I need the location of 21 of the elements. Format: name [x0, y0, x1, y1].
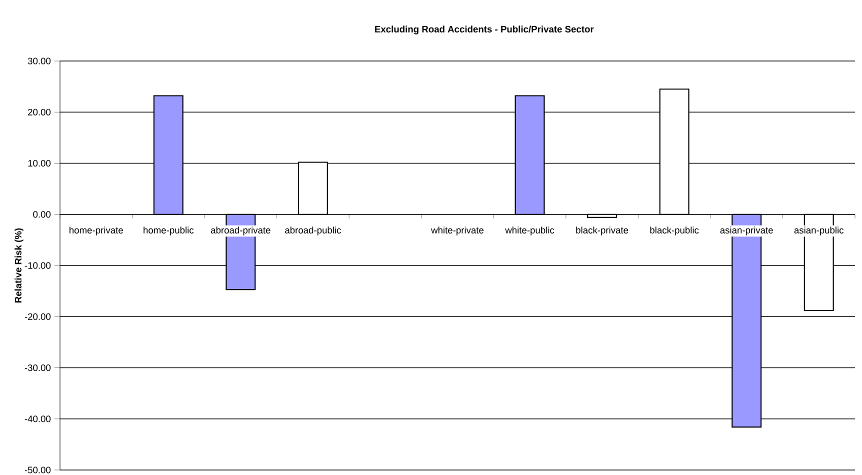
chart-title: Excluding Road Accidents - Public/Private Sector — [375, 26, 594, 34]
x-tick-label: abroad-private — [210, 226, 270, 236]
y-tick-label: 10.00 — [28, 160, 51, 167]
y-tick-label: -30.00 — [24, 364, 51, 372]
x-tick-label: black-public — [650, 226, 699, 236]
x-tick-label: white-private — [431, 226, 484, 236]
y-tick-label: 0.00 — [33, 211, 51, 218]
y-tick-label: -40.00 — [24, 416, 51, 422]
x-tick-label: home-private — [70, 226, 123, 236]
y-tick-label: 30.00 — [28, 58, 51, 64]
x-tick-label: black-private — [576, 226, 628, 236]
y-tick-label: -10.00 — [24, 262, 51, 269]
x-tick-label: asian-public — [794, 226, 844, 236]
x-tick-label: home-public — [144, 226, 194, 236]
x-tick-label: asian-private — [720, 226, 773, 236]
x-tick-label: white-public — [505, 226, 554, 236]
y-tick-label: 20.00 — [28, 108, 51, 116]
y-tick-label: -50.00 — [24, 466, 51, 474]
y-axis-title: Relative Risk (%) — [14, 228, 24, 302]
y-tick-label: -20.00 — [24, 313, 51, 320]
x-tick-label: abroad-public — [285, 226, 341, 236]
